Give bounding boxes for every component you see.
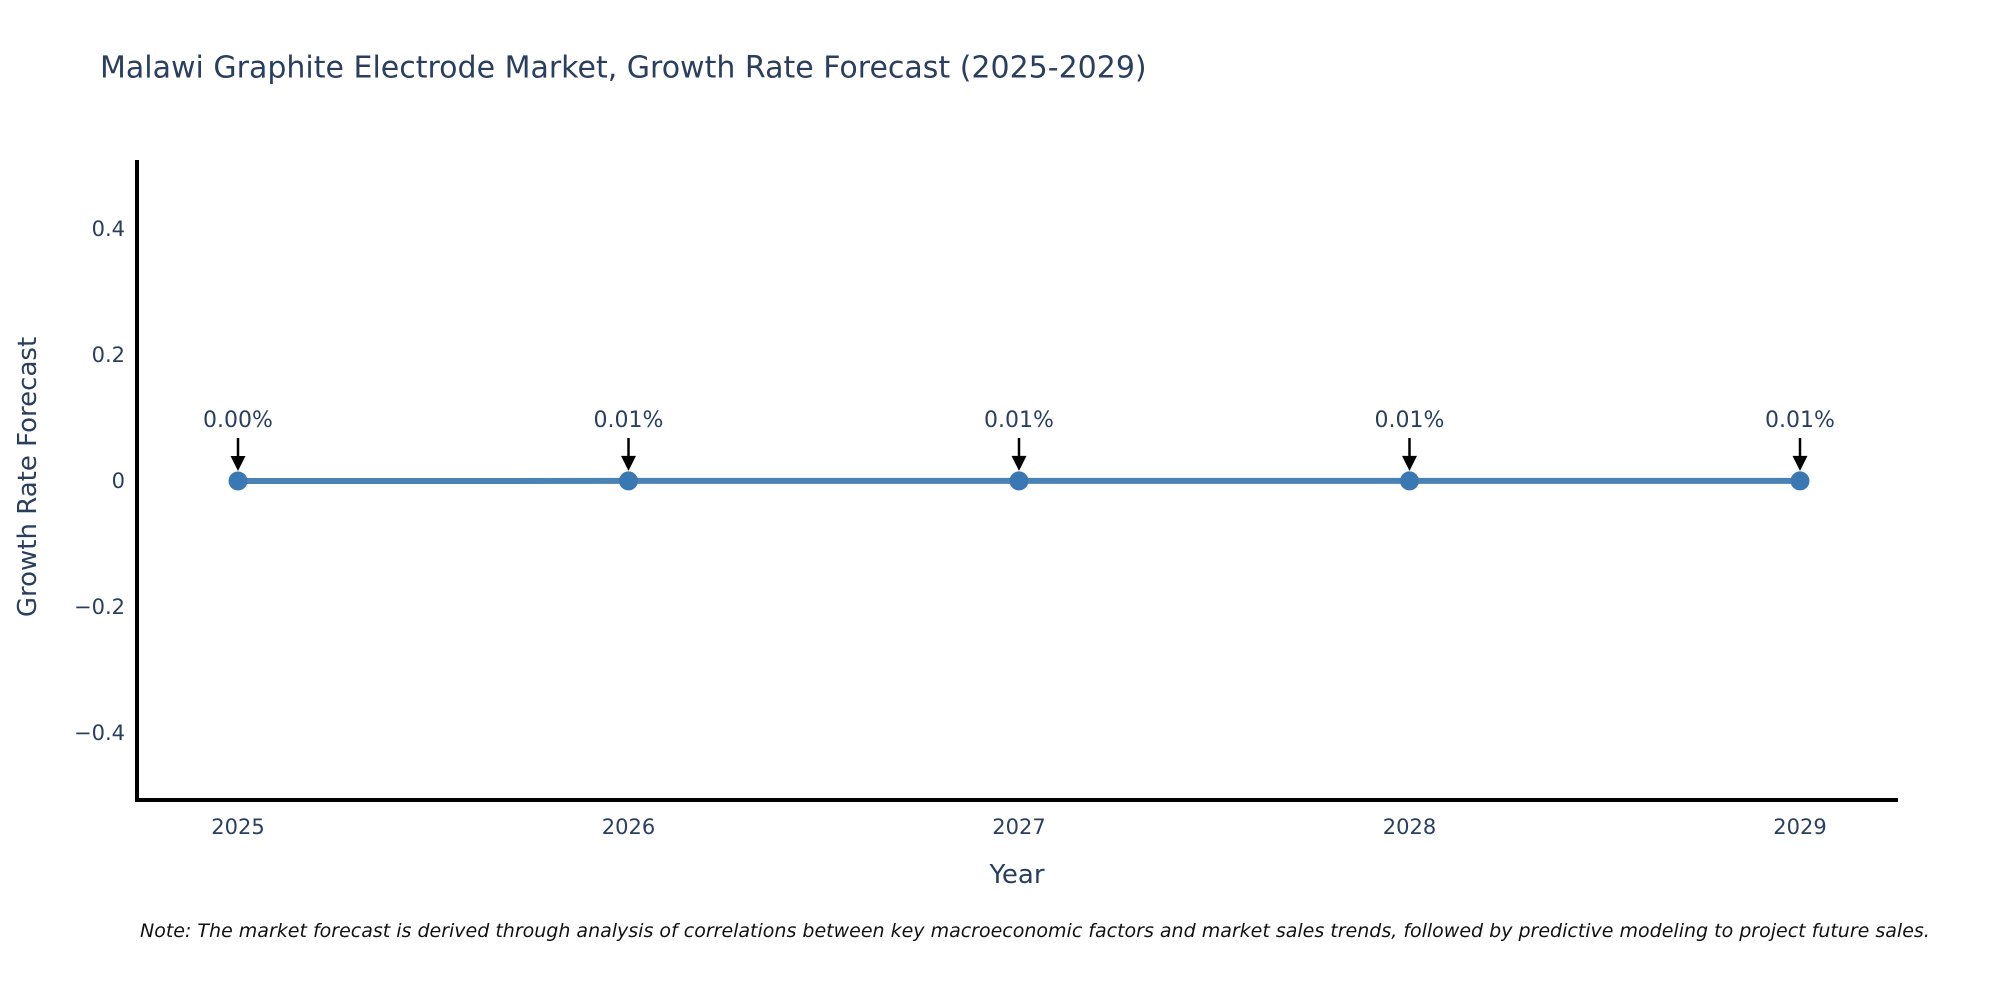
data-point-marker [619,471,638,491]
y-tick-label: 0.4 [92,217,125,241]
data-point-marker [1400,471,1419,491]
annotation-arrowhead [230,456,246,471]
data-point-marker [1009,471,1029,491]
data-point-marker [1790,471,1810,491]
y-tick-label: 0 [112,469,125,493]
x-tick-label: 2026 [602,815,655,839]
annotation-arrowhead [1011,455,1027,471]
data-point-label: 0.01% [984,408,1054,433]
annotation-arrowhead [1402,455,1417,471]
x-tick-label: 2029 [1773,815,1826,839]
data-point-label: 0.01% [1375,408,1445,433]
x-axis-title: Year [989,860,1045,890]
chart-footnote: Note: The market forecast is derived thr… [140,920,1930,942]
x-tick-label: 2027 [992,815,1045,839]
x-tick-label: 2028 [1383,815,1436,839]
chart-title: Malawi Graphite Electrode Market, Growth… [100,50,1147,86]
y-tick-label: −0.2 [74,595,125,619]
data-point-label: 0.00% [203,408,273,433]
x-tick-label: 2025 [211,815,264,839]
data-point-label: 0.01% [1765,408,1835,433]
data-point-label: 0.01% [594,408,664,433]
annotation-arrowhead [1792,455,1808,471]
y-tick-label: −0.4 [74,721,125,745]
data-point-marker [228,471,248,491]
annotation-arrowhead [621,455,636,471]
y-tick-label: 0.2 [92,343,125,367]
